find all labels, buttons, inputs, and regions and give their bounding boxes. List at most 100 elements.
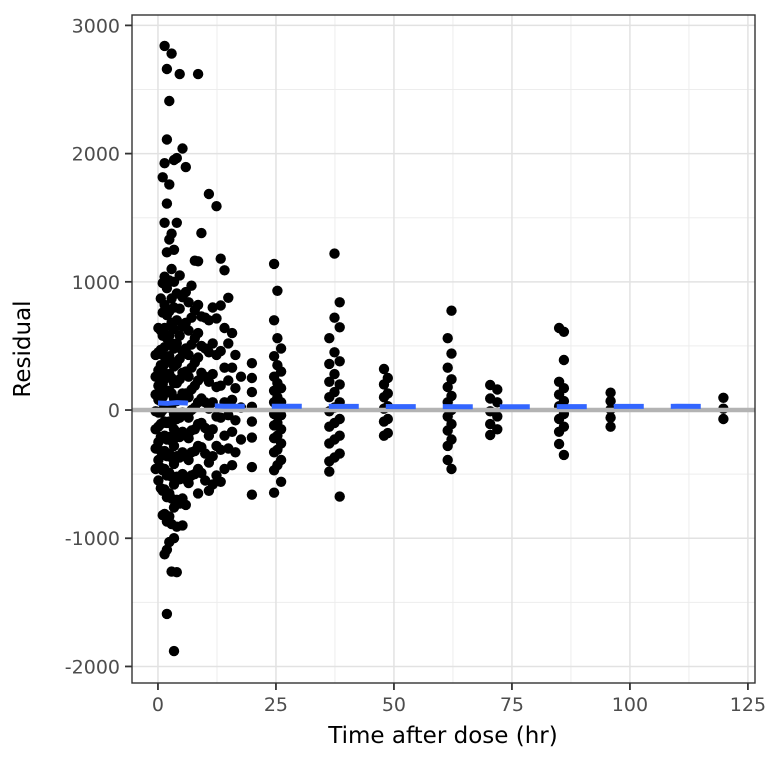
data-point	[168, 440, 180, 452]
y-tick-label: 1000	[72, 272, 120, 294]
data-point	[166, 48, 177, 59]
data-point	[203, 376, 215, 387]
data-point	[334, 413, 345, 425]
data-point	[246, 372, 258, 384]
data-point	[211, 201, 222, 212]
data-point	[275, 343, 287, 354]
data-point	[207, 451, 218, 462]
data-point	[186, 280, 197, 291]
data-point	[183, 297, 194, 308]
data-point	[324, 333, 335, 344]
y-tick-label: 0	[108, 400, 120, 422]
data-point	[442, 454, 453, 466]
data-point	[334, 322, 345, 333]
data-point	[215, 476, 226, 487]
data-point	[219, 322, 230, 334]
data-point	[161, 198, 173, 209]
data-point	[329, 312, 340, 323]
data-point	[192, 327, 204, 339]
data-point	[180, 161, 191, 173]
data-point	[168, 244, 180, 255]
data-point	[382, 427, 393, 439]
data-point	[272, 333, 283, 344]
data-point	[171, 152, 182, 164]
data-point	[246, 432, 258, 443]
data-point	[183, 325, 194, 336]
data-point	[324, 466, 335, 477]
data-point	[446, 418, 457, 430]
data-point	[159, 158, 170, 169]
data-point	[192, 68, 204, 80]
data-point	[334, 430, 345, 441]
x-tick-label: 125	[730, 694, 766, 716]
data-point	[226, 327, 238, 339]
data-point	[174, 303, 185, 314]
data-point	[226, 426, 238, 437]
x-tick-label: 75	[500, 694, 524, 716]
data-point	[215, 253, 226, 264]
smoother-dashed-line	[157, 400, 725, 410]
data-point	[558, 383, 570, 394]
data-point	[157, 172, 168, 183]
data-point	[378, 363, 390, 375]
data-point	[223, 292, 234, 303]
data-point	[235, 434, 247, 445]
x-tick-label: 25	[264, 694, 288, 716]
data-point	[382, 413, 393, 425]
data-point	[268, 487, 280, 498]
data-point	[334, 379, 345, 390]
data-point	[171, 217, 182, 228]
data-point	[275, 383, 287, 394]
smooth-line	[157, 400, 725, 410]
data-point	[207, 338, 218, 349]
data-point	[246, 416, 258, 427]
data-point	[558, 449, 570, 461]
data-point	[329, 386, 340, 398]
plot-panel	[132, 15, 755, 683]
data-point	[334, 491, 345, 502]
data-point	[196, 227, 207, 239]
data-point	[334, 448, 345, 459]
data-point	[166, 263, 177, 275]
data-point	[168, 645, 180, 657]
data-point	[235, 371, 247, 382]
data-point	[446, 348, 457, 359]
data-point	[246, 461, 258, 473]
data-point	[211, 313, 222, 324]
data-point	[718, 392, 729, 403]
data-point	[382, 388, 393, 399]
y-tick-label: -1000	[65, 528, 120, 550]
data-point	[192, 256, 204, 267]
data-point	[382, 372, 393, 384]
data-point	[223, 375, 234, 386]
data-point	[226, 394, 238, 405]
data-point	[334, 297, 345, 308]
data-point	[446, 305, 457, 316]
data-point	[183, 349, 194, 361]
data-point	[485, 429, 496, 441]
data-point	[174, 68, 185, 80]
data-point	[164, 179, 175, 190]
y-tick-label: 2000	[72, 144, 120, 166]
data-point	[329, 368, 340, 380]
data-point	[177, 520, 188, 531]
data-point	[605, 412, 616, 423]
data-point	[226, 460, 238, 471]
data-point	[161, 134, 173, 145]
data-point	[442, 381, 453, 393]
data-point	[275, 366, 287, 377]
data-point	[275, 410, 287, 421]
data-point	[207, 368, 218, 380]
data-point	[275, 476, 287, 487]
data-point	[215, 300, 226, 311]
data-point	[558, 354, 570, 366]
data-point	[174, 330, 185, 341]
data-point	[446, 390, 457, 402]
data-point	[192, 299, 204, 311]
data-point	[324, 358, 335, 370]
data-point	[177, 143, 188, 154]
data-point	[230, 447, 241, 458]
data-point	[192, 352, 204, 363]
y-tick-label: 3000	[72, 15, 120, 37]
